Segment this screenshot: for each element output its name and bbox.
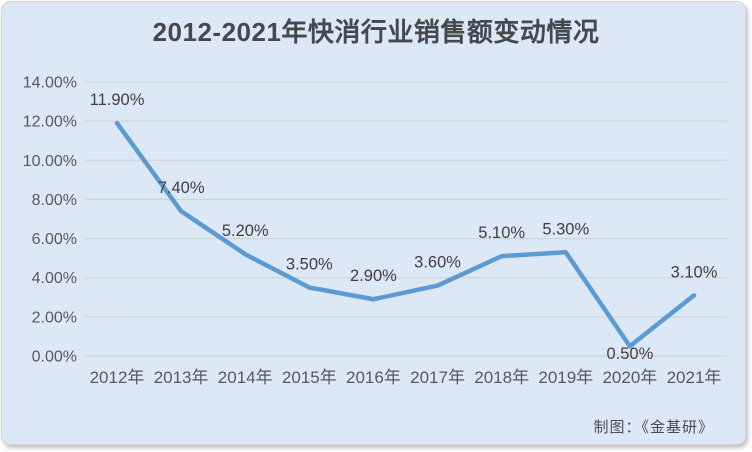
y-axis-tick-label: 2.00%	[32, 309, 77, 326]
y-axis-tick-label: 6.00%	[32, 231, 77, 248]
data-point-label: 2.90%	[350, 267, 397, 285]
data-point-label: 5.20%	[222, 222, 269, 240]
x-axis-tick-label: 2019年	[538, 368, 593, 387]
y-axis-tick-label: 10.00%	[23, 153, 77, 170]
data-point-label: 5.30%	[542, 220, 589, 238]
data-point-label: 0.50%	[606, 345, 653, 363]
chart-card	[1, 1, 746, 445]
data-point-label: 11.90%	[90, 91, 145, 109]
x-axis-tick-label: 2016年	[346, 368, 401, 387]
x-axis-tick-label: 2017年	[410, 368, 465, 387]
y-axis-tick-label: 14.00%	[23, 75, 77, 92]
x-axis-tick-label: 2013年	[154, 368, 209, 387]
data-point-label: 3.60%	[414, 254, 461, 272]
data-point-label: 7.40%	[158, 179, 205, 197]
chart-title: 2012-2021年快消行业销售额变动情况	[152, 17, 600, 47]
series-line	[114, 120, 697, 349]
y-axis-tick-label: 12.00%	[23, 114, 77, 131]
y-axis-tick-label: 0.00%	[32, 349, 77, 366]
x-axis-tick-label: 2021年	[667, 368, 722, 387]
x-axis-tick-label: 2018年	[474, 368, 529, 387]
data-point-label: 3.10%	[671, 263, 718, 281]
y-axis-tick-label: 8.00%	[32, 192, 77, 209]
data-point-label: 3.50%	[286, 256, 333, 274]
y-axis-tick-label: 4.00%	[32, 270, 77, 287]
credit-text: 制图：《金基研》	[593, 419, 714, 436]
x-axis-tick-label: 2012年	[90, 368, 145, 387]
x-axis-tick-label: 2015年	[282, 368, 337, 387]
x-axis-tick-label: 2014年	[218, 368, 273, 387]
x-axis-tick-label: 2020年	[602, 368, 657, 387]
data-point-label: 5.10%	[478, 224, 525, 242]
